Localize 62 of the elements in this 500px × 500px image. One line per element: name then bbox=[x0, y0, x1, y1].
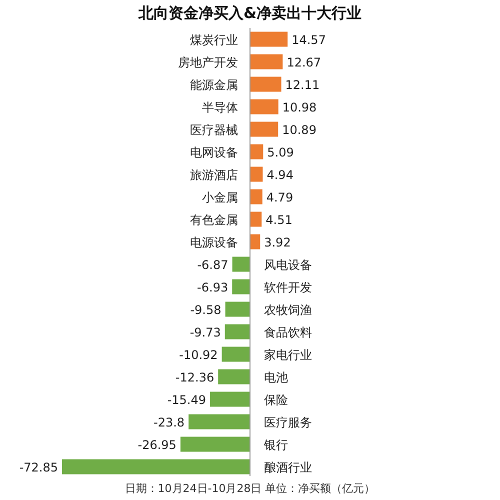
data-label: 5.09 bbox=[267, 145, 294, 160]
bar bbox=[250, 144, 264, 160]
data-label: -9.73 bbox=[190, 325, 221, 340]
bar bbox=[250, 234, 260, 250]
data-label: 10.98 bbox=[282, 100, 317, 114]
bar bbox=[250, 54, 283, 70]
y-tick-label: 软件开发 bbox=[264, 280, 312, 294]
y-tick-label: 半导体 bbox=[202, 100, 238, 114]
bar bbox=[224, 324, 250, 340]
bar bbox=[225, 302, 250, 317]
data-label: 12.11 bbox=[285, 78, 320, 92]
text: 日期：10月24日-10月28日 单位：净买额（亿元） bbox=[124, 482, 376, 495]
bar bbox=[232, 279, 250, 294]
y-tick-label: 电源设备 bbox=[190, 235, 238, 250]
y-tick-label: 有色金属 bbox=[190, 212, 238, 227]
data-label: 3.92 bbox=[264, 235, 291, 250]
y-tick-label: 保险 bbox=[264, 392, 288, 407]
bar bbox=[250, 189, 262, 204]
y-tick-label: 风电设备 bbox=[264, 258, 312, 272]
y-tick-label: 房地产开发 bbox=[178, 55, 238, 70]
data-label: -6.87 bbox=[197, 258, 228, 272]
y-tick-label: 旅游酒店 bbox=[190, 168, 238, 182]
data-label: 4.94 bbox=[266, 168, 294, 182]
y-tick-label: 能源金属 bbox=[190, 78, 238, 92]
y-tick-label: 电池 bbox=[264, 370, 288, 384]
bar bbox=[62, 459, 250, 474]
y-tick-label: 医疗器械 bbox=[190, 122, 238, 137]
data-label: 12.67 bbox=[286, 55, 322, 70]
data-label: 4.51 bbox=[266, 212, 292, 227]
data-label: -10.92 bbox=[179, 348, 218, 362]
y-tick-label: 电网设备 bbox=[190, 145, 238, 160]
data-label: -12.36 bbox=[175, 370, 214, 384]
y-tick-label: 农牧饲渔 bbox=[264, 302, 312, 317]
data-label: -6.93 bbox=[197, 280, 228, 294]
data-label: -9.58 bbox=[190, 302, 222, 317]
chart-title: 北向资金净买入&净卖出十大行业 bbox=[137, 4, 362, 22]
y-tick-label: 家电行业 bbox=[264, 348, 312, 362]
y-tick-label: 酿酒行业 bbox=[264, 460, 312, 474]
y-tick-label: 煤炭行业 bbox=[190, 32, 238, 47]
bar bbox=[232, 256, 250, 272]
data-label: -23.8 bbox=[154, 415, 185, 430]
y-tick-label: 医疗服务 bbox=[264, 415, 312, 430]
data-label: -15.49 bbox=[167, 392, 206, 407]
data-label: 10.89 bbox=[282, 122, 316, 137]
bar bbox=[250, 32, 288, 47]
y-tick-label: 食品饮料 bbox=[264, 325, 312, 340]
bar bbox=[222, 346, 250, 362]
data-label: -72.85 bbox=[19, 460, 58, 474]
bar bbox=[250, 122, 278, 137]
bar bbox=[210, 392, 250, 407]
bar bbox=[250, 76, 282, 92]
bar bbox=[188, 414, 250, 430]
bar bbox=[250, 99, 278, 114]
data-label: 14.57 bbox=[292, 32, 326, 47]
bar bbox=[250, 212, 262, 227]
bar bbox=[250, 166, 263, 182]
y-tick-label: 小金属 bbox=[202, 190, 238, 204]
y-tick-label: 银行 bbox=[263, 438, 288, 452]
bar bbox=[180, 436, 250, 452]
data-label: 4.79 bbox=[266, 190, 294, 204]
bar bbox=[218, 369, 250, 384]
data-label: -26.95 bbox=[138, 438, 176, 452]
